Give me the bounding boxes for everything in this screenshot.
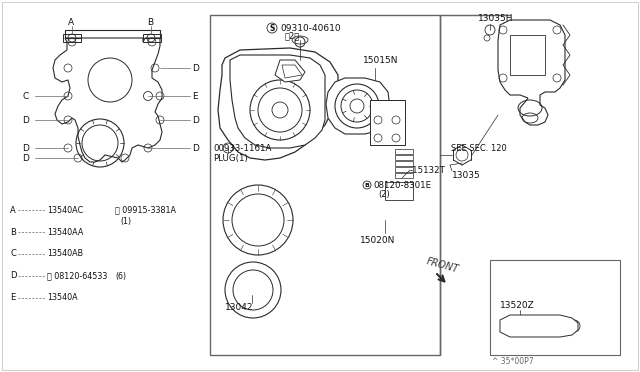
- Text: 13540AB: 13540AB: [47, 250, 83, 259]
- Text: 13035H: 13035H: [478, 13, 513, 22]
- Text: 13035: 13035: [452, 170, 481, 180]
- Bar: [490, 260, 620, 355]
- Bar: [210, 15, 440, 355]
- Text: A: A: [10, 205, 16, 215]
- Bar: [395, 167, 413, 172]
- Bar: [63, 34, 81, 42]
- Bar: [385, 182, 413, 200]
- Text: SEE SEC. 120: SEE SEC. 120: [451, 144, 507, 153]
- Text: D: D: [22, 115, 29, 125]
- Text: E: E: [10, 294, 15, 302]
- Text: D: D: [192, 115, 199, 125]
- Bar: [395, 149, 413, 154]
- Bar: [370, 100, 405, 145]
- Polygon shape: [275, 60, 305, 82]
- Bar: [395, 173, 413, 178]
- Text: 13540A: 13540A: [47, 294, 77, 302]
- Bar: [510, 35, 545, 75]
- Text: Ⓑ 08120-64533: Ⓑ 08120-64533: [47, 272, 108, 280]
- Text: D: D: [192, 144, 199, 153]
- Text: D: D: [192, 64, 199, 73]
- Polygon shape: [500, 315, 578, 337]
- Polygon shape: [230, 55, 325, 148]
- Polygon shape: [326, 78, 390, 134]
- Bar: [143, 34, 161, 42]
- Text: (2): (2): [378, 189, 390, 199]
- Text: C: C: [22, 92, 28, 100]
- Text: FRONT: FRONT: [425, 256, 460, 274]
- Text: PLUG(1): PLUG(1): [213, 154, 248, 163]
- Text: ^ 35*00P7: ^ 35*00P7: [492, 357, 534, 366]
- Text: -15132T: -15132T: [410, 166, 446, 174]
- Text: 13540AC: 13540AC: [47, 205, 83, 215]
- Text: S: S: [269, 23, 275, 32]
- Text: 13042: 13042: [225, 304, 253, 312]
- Bar: [395, 155, 413, 160]
- Text: D: D: [10, 272, 17, 280]
- Text: Ⓚ 09915-3381A: Ⓚ 09915-3381A: [115, 205, 176, 215]
- Text: D: D: [22, 144, 29, 153]
- Polygon shape: [218, 48, 338, 160]
- Bar: [395, 161, 413, 166]
- Text: (6): (6): [115, 272, 126, 280]
- Polygon shape: [282, 65, 302, 78]
- Text: 13540AA: 13540AA: [47, 228, 83, 237]
- Text: (1): (1): [120, 217, 131, 225]
- Text: 00933-1161A: 00933-1161A: [213, 144, 271, 153]
- Text: E: E: [192, 92, 198, 100]
- Polygon shape: [53, 38, 162, 162]
- Text: 09310-40610: 09310-40610: [280, 23, 340, 32]
- Text: 15015N: 15015N: [363, 55, 399, 64]
- Text: B: B: [147, 17, 153, 26]
- Text: B: B: [365, 183, 369, 187]
- Text: 15020N: 15020N: [360, 235, 396, 244]
- Text: 08120-8301E: 08120-8301E: [373, 180, 431, 189]
- Text: B: B: [10, 228, 16, 237]
- Text: A: A: [68, 17, 74, 26]
- Text: D: D: [22, 154, 29, 163]
- Polygon shape: [498, 20, 565, 125]
- Text: C: C: [10, 250, 16, 259]
- Text: 〈2〉: 〈2〉: [285, 32, 300, 41]
- Text: 13520Z: 13520Z: [500, 301, 535, 310]
